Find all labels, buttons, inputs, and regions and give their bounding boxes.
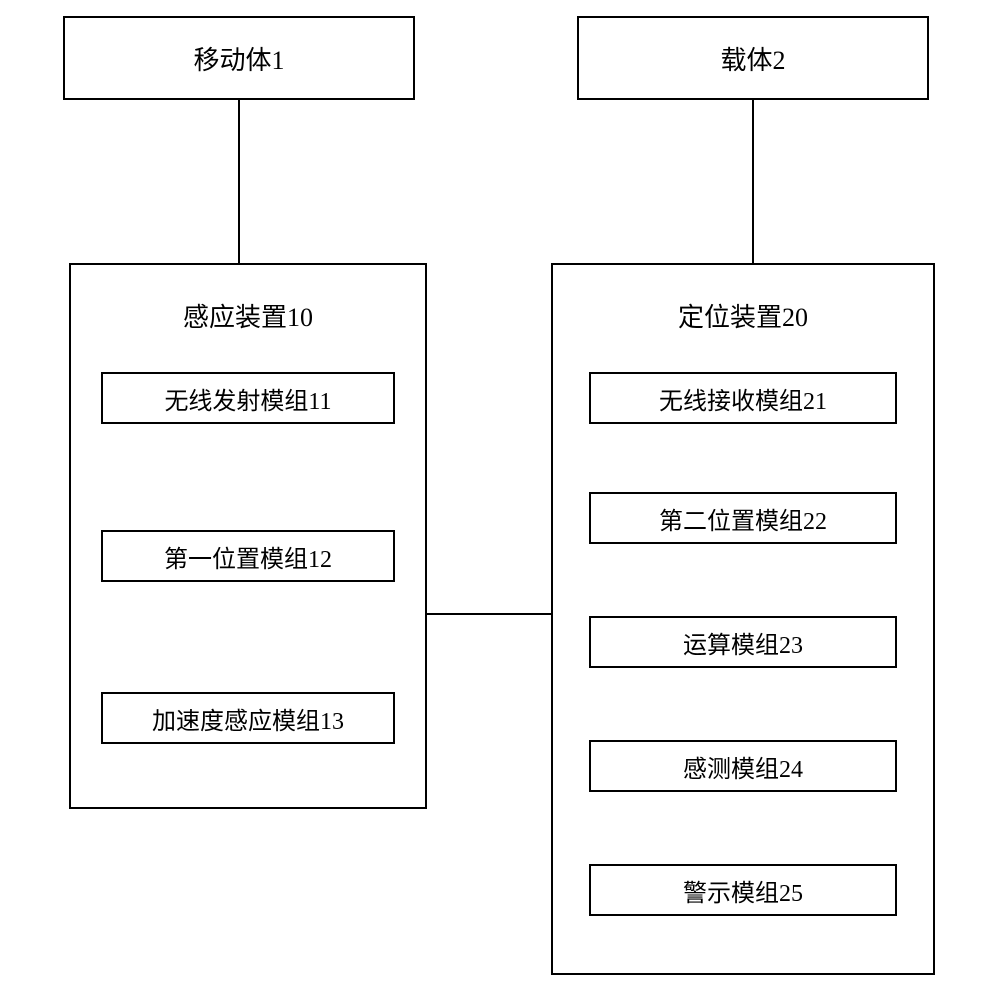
second-position-label: 第二位置模组22 xyxy=(659,501,827,536)
second-position-module: 第二位置模组22 xyxy=(589,492,897,544)
wireless-transmit-label: 无线发射模组11 xyxy=(164,381,331,416)
warning-label: 警示模组25 xyxy=(683,873,803,908)
carrier-header: 载体2 xyxy=(577,16,929,100)
sensing-label: 感测模组24 xyxy=(683,749,803,784)
warning-module: 警示模组25 xyxy=(589,864,897,916)
right-connector-line xyxy=(752,100,754,263)
wireless-receive-label: 无线接收模组21 xyxy=(659,381,827,416)
positioning-device-title: 定位装置20 xyxy=(553,297,933,334)
computation-label: 运算模组23 xyxy=(683,625,803,660)
wireless-receive-module: 无线接收模组21 xyxy=(589,372,897,424)
sensing-module: 感测模组24 xyxy=(589,740,897,792)
carrier-label: 载体2 xyxy=(720,40,785,77)
mobile-body-label: 移动体1 xyxy=(193,40,284,77)
left-connector-line xyxy=(238,100,240,263)
computation-module: 运算模组23 xyxy=(589,616,897,668)
cross-connector-line xyxy=(427,613,551,615)
acceleration-sensing-module: 加速度感应模组13 xyxy=(101,692,395,744)
first-position-module: 第一位置模组12 xyxy=(101,530,395,582)
block-diagram: 移动体1 载体2 感应装置10 无线发射模组11 第一位置模组12 加速度感应模… xyxy=(0,0,987,1000)
mobile-body-header: 移动体1 xyxy=(63,16,415,100)
first-position-label: 第一位置模组12 xyxy=(164,539,332,574)
acceleration-sensing-label: 加速度感应模组13 xyxy=(152,701,344,736)
wireless-transmit-module: 无线发射模组11 xyxy=(101,372,395,424)
sensing-device-title: 感应装置10 xyxy=(71,297,425,334)
